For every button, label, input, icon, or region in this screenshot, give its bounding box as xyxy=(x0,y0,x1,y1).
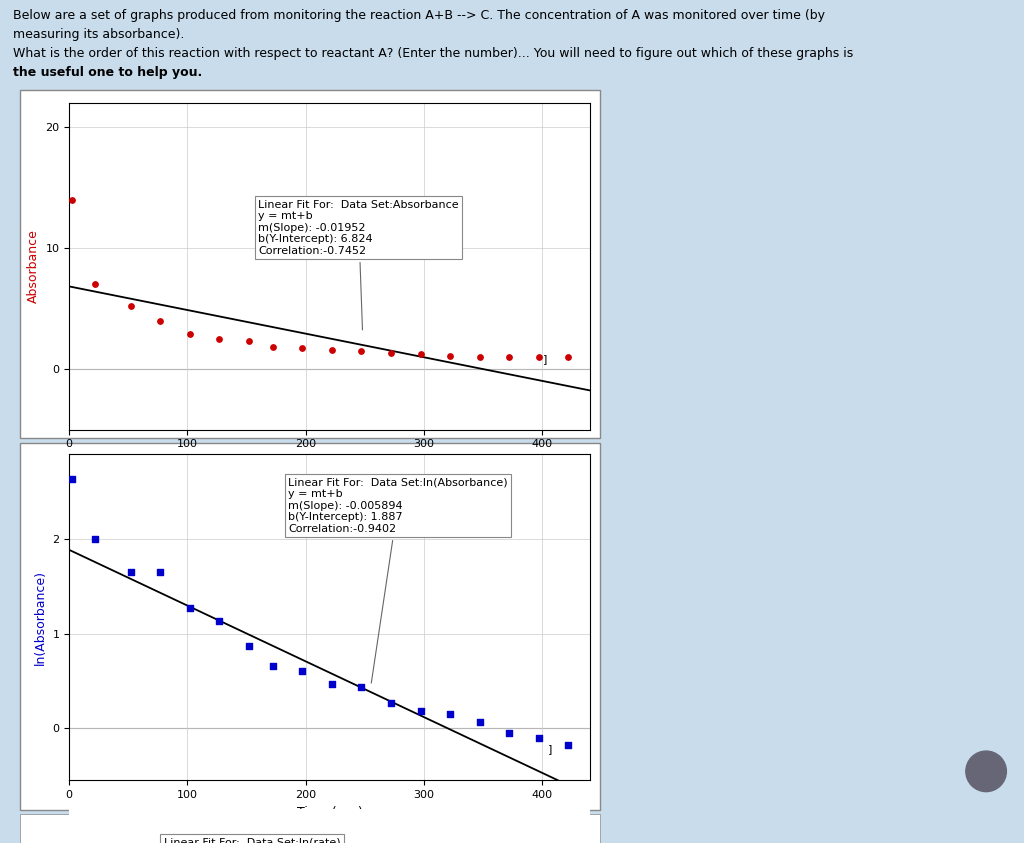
Point xyxy=(294,341,310,355)
Point xyxy=(471,715,487,728)
Text: ]: ] xyxy=(548,744,553,754)
Point xyxy=(153,566,169,579)
Point xyxy=(211,615,227,628)
Text: the useful one to help you.: the useful one to help you. xyxy=(13,66,203,79)
Text: ]: ] xyxy=(543,354,547,364)
X-axis label: Time (sec): Time (sec) xyxy=(297,806,362,819)
Point xyxy=(264,659,281,673)
Point xyxy=(63,193,80,207)
Point xyxy=(181,602,198,615)
Point xyxy=(153,314,169,327)
Point xyxy=(560,738,577,752)
Point xyxy=(123,566,139,579)
Y-axis label: ln(Absorbance): ln(Absorbance) xyxy=(34,570,47,665)
Y-axis label: Absorbance: Absorbance xyxy=(27,229,40,303)
Text: What is the order of this reaction with respect to reactant A? (Enter the number: What is the order of this reaction with … xyxy=(13,47,854,60)
Point xyxy=(241,335,257,348)
Point xyxy=(123,299,139,313)
Point xyxy=(87,277,103,291)
Point xyxy=(530,350,547,363)
Point xyxy=(501,350,517,363)
Point xyxy=(413,705,429,718)
Point xyxy=(181,327,198,341)
Point xyxy=(294,664,310,678)
Point xyxy=(63,472,80,486)
Point xyxy=(560,350,577,363)
Point xyxy=(442,349,459,362)
Point xyxy=(383,346,399,360)
Point xyxy=(383,696,399,710)
Point xyxy=(353,344,370,357)
Point xyxy=(87,533,103,546)
Text: Linear Fit For:  Data Set:Absorbance
y = mt+b
m(Slope): -0.01952
b(Y-Intercept):: Linear Fit For: Data Set:Absorbance y = … xyxy=(258,200,459,330)
Point xyxy=(442,707,459,721)
Point xyxy=(324,343,340,357)
Point xyxy=(471,350,487,363)
Text: Below are a set of graphs produced from monitoring the reaction A+B --> C. The c: Below are a set of graphs produced from … xyxy=(13,9,825,22)
Text: measuring its absorbance).: measuring its absorbance). xyxy=(13,28,184,41)
Point xyxy=(211,332,227,346)
X-axis label: Time (sec): Time (sec) xyxy=(297,455,362,468)
Point xyxy=(530,731,547,744)
Point xyxy=(241,639,257,652)
Text: Linear Fit For:  Data Set:ln(Absorbance)
y = mt+b
m(Slope): -0.005894
b(Y-Interc: Linear Fit For: Data Set:ln(Absorbance) … xyxy=(288,478,508,683)
Point xyxy=(353,680,370,694)
Point xyxy=(501,727,517,740)
Text: ^: ^ xyxy=(981,767,991,780)
Text: Linear Fit For:  Data Set:ln(rate): Linear Fit For: Data Set:ln(rate) xyxy=(164,837,340,843)
Point xyxy=(413,348,429,362)
Point xyxy=(264,341,281,354)
Point xyxy=(324,677,340,690)
Circle shape xyxy=(966,751,1007,792)
